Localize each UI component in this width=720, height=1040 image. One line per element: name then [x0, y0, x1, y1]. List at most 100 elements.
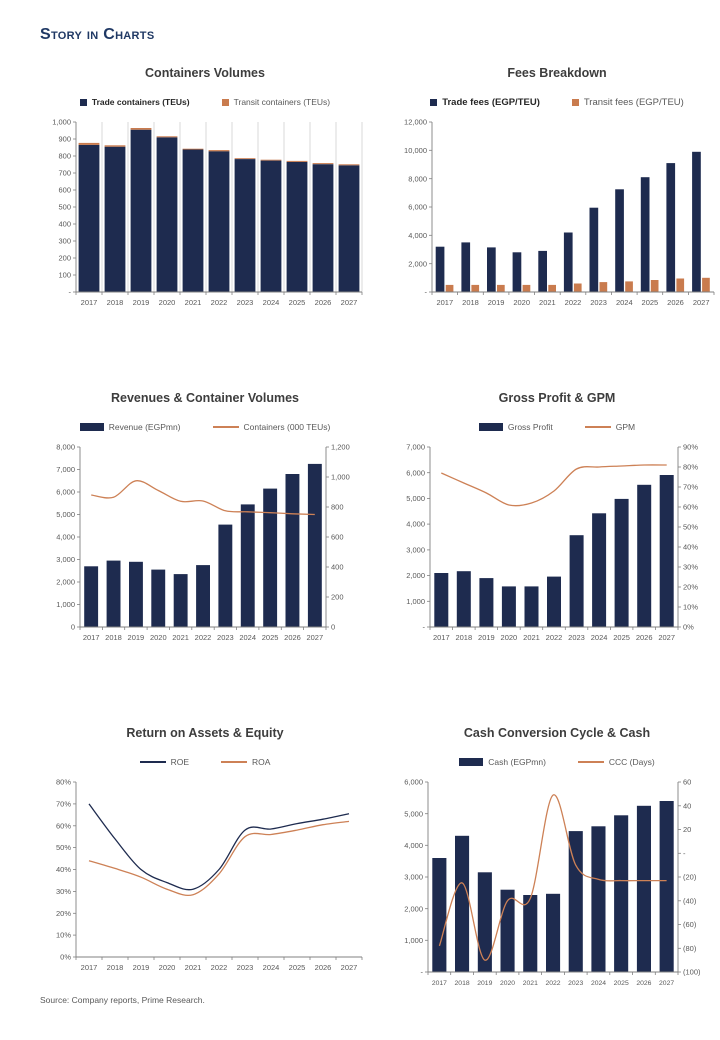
svg-text:40%: 40% [683, 543, 698, 552]
chart-canvas-ccc-cash: - 1,000 2,000 3,000 4,000 5,000 6,000 (100) (80)… [404, 778, 701, 987]
chart-title: Containers Volumes [145, 66, 265, 80]
svg-text:800: 800 [58, 152, 71, 161]
chart-canvas-containers-volumes: - 100 200 300 400 500 600 700 800 900 1,000 2017 201… [52, 118, 363, 307]
svg-text:2025: 2025 [613, 633, 630, 642]
svg-text:2017: 2017 [83, 633, 100, 642]
svg-text:2022: 2022 [546, 633, 563, 642]
svg-text:-: - [69, 288, 72, 297]
chart-legend: ROE ROA [139, 754, 270, 770]
svg-text:1,000: 1,000 [404, 936, 423, 945]
chart-title: Return on Assets & Equity [126, 726, 284, 740]
svg-text:2024: 2024 [616, 298, 633, 307]
legend-item: ROA [221, 757, 270, 767]
svg-text:2025: 2025 [289, 298, 306, 307]
svg-text:2020: 2020 [159, 298, 176, 307]
legend-label: Transit containers (TEUs) [233, 97, 331, 107]
chart-canvas-revenues-containers: 0 1,000 2,000 3,000 4,000 5,000 6,000 7,000 8,00… [56, 443, 350, 642]
svg-text:20%: 20% [56, 909, 71, 918]
svg-text:2017: 2017 [436, 298, 453, 307]
svg-text:5,000: 5,000 [406, 494, 425, 503]
svg-text:300: 300 [58, 237, 71, 246]
legend-swatch [79, 423, 104, 431]
chart-ccc-cash: Cash Conversion Cycle & Cash Cash (EGPmn… [392, 726, 720, 989]
svg-text:2023: 2023 [590, 298, 607, 307]
chart-fees-breakdown: Fees Breakdown Trade fees (EGP/TEU) Trans… [392, 66, 720, 309]
svg-text:2,000: 2,000 [408, 259, 427, 268]
svg-text:2026: 2026 [315, 298, 332, 307]
svg-text:80%: 80% [683, 463, 698, 472]
svg-text:2020: 2020 [501, 633, 518, 642]
svg-text:70%: 70% [56, 800, 71, 809]
svg-text:50%: 50% [683, 523, 698, 532]
legend-label: CCC (Days) [608, 757, 655, 767]
svg-text:-: - [423, 623, 426, 632]
chart-containers-volumes: Containers Volumes Trade containers (TEU… [40, 66, 370, 309]
legend-item: CCC (Days) [577, 757, 655, 767]
legend-label: Trade containers (TEUs) [91, 97, 190, 107]
svg-text:60: 60 [683, 778, 691, 787]
svg-text:2017: 2017 [432, 980, 447, 987]
svg-text:2021: 2021 [185, 963, 202, 972]
svg-text:2024: 2024 [591, 980, 606, 987]
legend-item: ROE [139, 757, 189, 767]
legend-item: Transit containers (TEUs) [221, 97, 331, 107]
chart-legend: Gross Profit GPM [478, 419, 636, 435]
svg-text:900: 900 [58, 135, 71, 144]
legend-label: Cash (EGPmn) [488, 757, 546, 767]
svg-text:2022: 2022 [195, 633, 212, 642]
legend-label: GPM [615, 422, 636, 432]
svg-text:2021: 2021 [539, 298, 556, 307]
chart-canvas-gross-profit-gpm: - 1,000 2,000 3,000 4,000 5,000 6,000 7,000 0% 10… [406, 443, 698, 642]
svg-text:2027: 2027 [658, 633, 675, 642]
svg-text:2019: 2019 [128, 633, 145, 642]
svg-text:2,000: 2,000 [404, 904, 423, 913]
svg-text:(80): (80) [683, 944, 697, 953]
svg-text:2022: 2022 [211, 963, 228, 972]
svg-text:6,000: 6,000 [406, 468, 425, 477]
svg-text:5,000: 5,000 [404, 809, 423, 818]
svg-text:7,000: 7,000 [56, 465, 75, 474]
svg-text:2023: 2023 [568, 980, 583, 987]
svg-text:2024: 2024 [239, 633, 256, 642]
chart-legend: Revenue (EGPmn) Containers (000 TEUs) [79, 419, 331, 435]
chart-title: Fees Breakdown [507, 66, 607, 80]
svg-text:30%: 30% [683, 563, 698, 572]
svg-text:400: 400 [331, 563, 344, 572]
legend-label: ROA [252, 757, 271, 767]
svg-text:2017: 2017 [81, 963, 98, 972]
svg-text:2025: 2025 [262, 633, 279, 642]
svg-text:20: 20 [683, 825, 691, 834]
svg-text:(60): (60) [683, 920, 697, 929]
legend-label: ROE [170, 757, 189, 767]
legend-swatch [430, 98, 438, 106]
legend-item: Revenue (EGPmn) [79, 422, 181, 432]
svg-text:2018: 2018 [105, 633, 122, 642]
chart-revenues-containers: Revenues & Container Volumes Revenue (EG… [40, 391, 370, 644]
svg-text:6,000: 6,000 [56, 488, 75, 497]
legend-label: Containers (000 TEUs) [243, 422, 331, 432]
svg-text:2020: 2020 [500, 980, 515, 987]
svg-text:2017: 2017 [433, 633, 450, 642]
svg-text:0%: 0% [683, 623, 694, 632]
legend-item: Containers (000 TEUs) [212, 422, 331, 432]
svg-text:2026: 2026 [636, 980, 651, 987]
svg-text:2027: 2027 [341, 963, 358, 972]
svg-text:2018: 2018 [462, 298, 479, 307]
report-page: Story in Charts Containers Volumes Trade… [40, 26, 720, 1005]
legend-swatch [79, 98, 87, 106]
svg-text:2027: 2027 [659, 980, 674, 987]
svg-text:0: 0 [71, 623, 75, 632]
svg-text:2018: 2018 [107, 298, 124, 307]
svg-text:-: - [425, 288, 428, 297]
source-note: Source: Company reports, Prime Research. [40, 995, 205, 1005]
svg-text:3,000: 3,000 [404, 873, 423, 882]
svg-text:1,200: 1,200 [331, 443, 350, 452]
svg-text:2027: 2027 [341, 298, 358, 307]
svg-text:4,000: 4,000 [56, 533, 75, 542]
chart-legend: Trade fees (EGP/TEU) Transit fees (EGP/TE… [430, 94, 684, 110]
svg-text:2021: 2021 [523, 633, 540, 642]
svg-text:2,000: 2,000 [406, 571, 425, 580]
svg-text:2027: 2027 [306, 633, 323, 642]
svg-text:-: - [683, 849, 686, 858]
chart-plot-area: - 1,000 2,000 3,000 4,000 5,000 6,000 (100) (80)… [404, 778, 701, 987]
